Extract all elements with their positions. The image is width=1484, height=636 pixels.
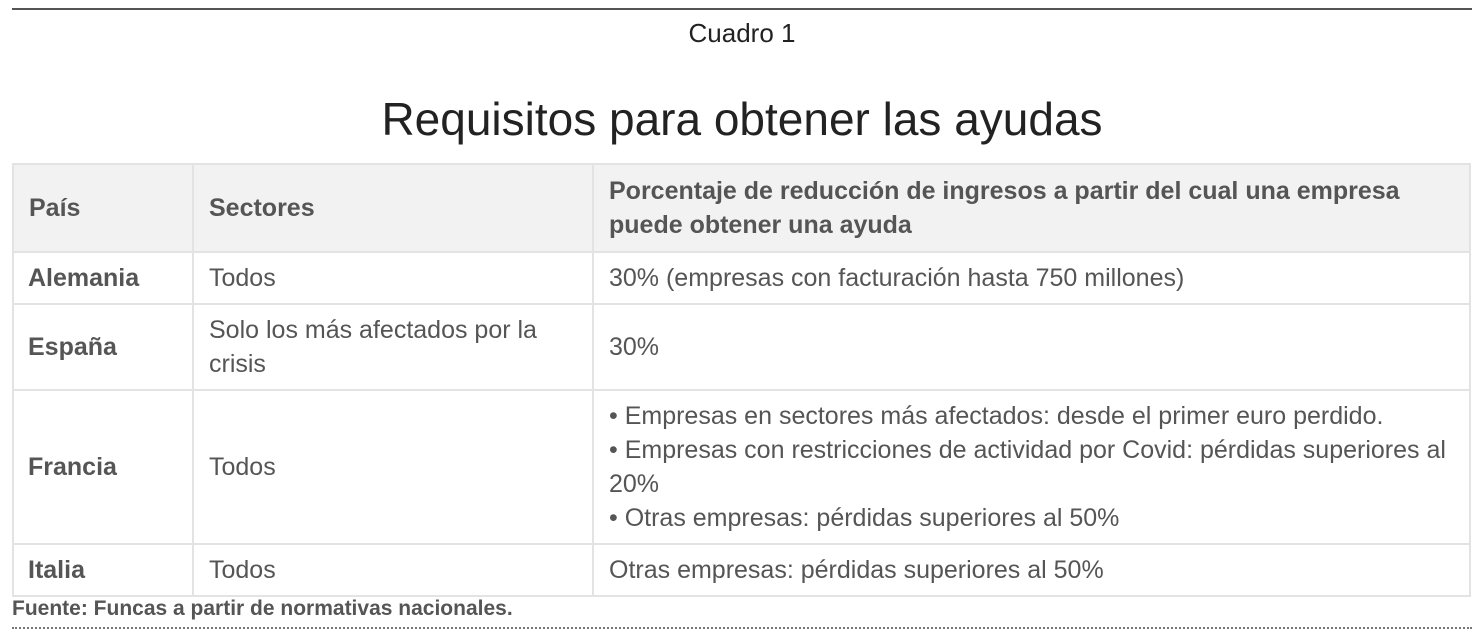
country-cell: Alemania [12,251,194,305]
sectors-cell: Solo los más afectados por la crisis [192,303,594,391]
header-row: País Sectores Porcentaje de reducción de… [12,163,1471,253]
table-row: Francia Todos Empresas en sectores más a… [12,389,1471,545]
country-cell: España [12,303,194,391]
table-row: Italia Todos Otras empresas: pérdidas su… [12,543,1471,597]
threshold-cell: Otras empresas: pérdidas superiores al 5… [592,543,1471,597]
requirements-table: País Sectores Porcentaje de reducción de… [12,163,1471,597]
threshold-cell: 30% (empresas con facturación hasta 750 … [592,251,1471,305]
table-row: Alemania Todos 30% (empresas con factura… [12,251,1471,305]
header-country: País [12,163,194,253]
header-threshold: Porcentaje de reducción de ingresos a pa… [592,163,1471,253]
sectors-cell: Todos [192,543,594,597]
sectors-cell: Todos [192,389,594,545]
bottom-rule [12,627,1472,629]
top-rule [12,8,1472,10]
sectors-cell: Todos [192,251,594,305]
bullet-item: Empresas en sectores más afectados: desd… [609,399,1454,433]
threshold-cell: 30% [592,303,1471,391]
table-row: España Solo los más afectados por la cri… [12,303,1471,391]
table-title: Requisitos para obtener las ayudas [381,93,1103,145]
bullet-item: Empresas con restricciones de actividad … [609,433,1454,501]
threshold-cell: Empresas en sectores más afectados: desd… [592,389,1471,545]
source-note: Fuente: Funcas a partir de normativas na… [12,597,513,620]
header-sectors: Sectores [192,163,594,253]
threshold-bullet-list: Empresas en sectores más afectados: desd… [609,399,1454,535]
bullet-item: Otras empresas: pérdidas superiores al 5… [609,501,1454,535]
country-cell: Francia [12,389,194,545]
table-caption: Cuadro 1 [688,18,796,48]
country-cell: Italia [12,543,194,597]
